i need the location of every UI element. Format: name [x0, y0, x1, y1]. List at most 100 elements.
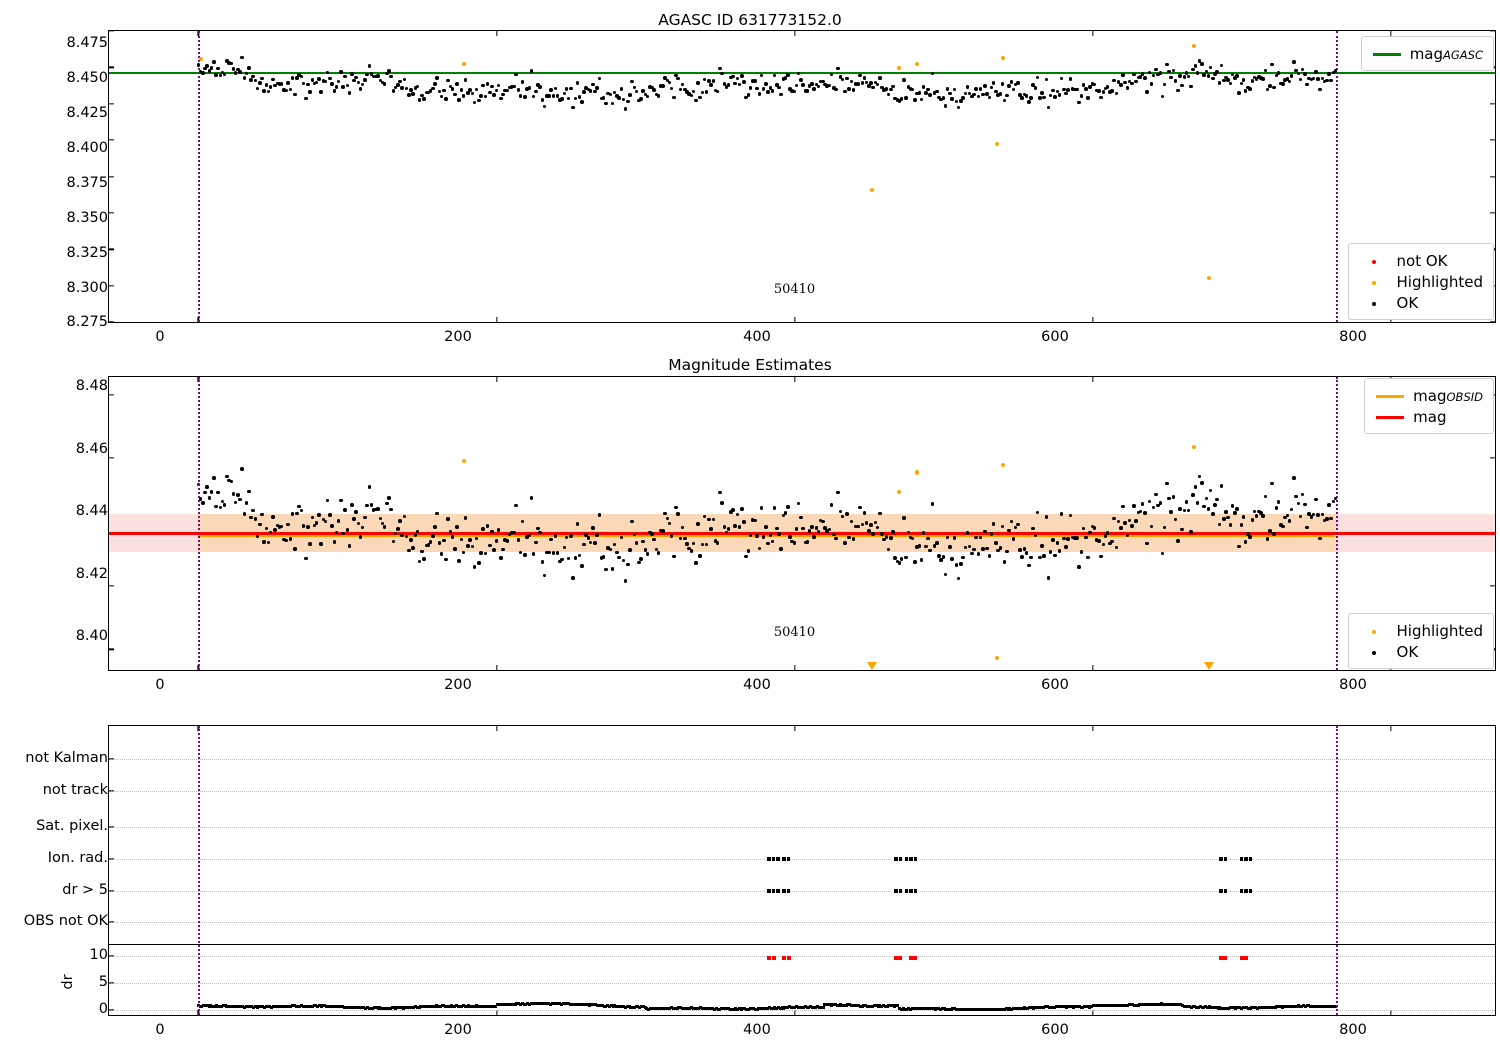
dr-trace-point: [787, 1005, 791, 1009]
scatter-point-ok: [696, 81, 700, 85]
dr-trace-point: [260, 1005, 264, 1009]
dr-trace-point: [1198, 1005, 1202, 1009]
dr-trace-point: [568, 1002, 572, 1006]
scatter-point-ok: [398, 519, 402, 523]
dr-trace-point: [328, 1005, 332, 1009]
dr-trace-point: [1052, 1005, 1056, 1009]
dr-trace-point: [454, 1004, 458, 1008]
legend-label: OK: [1396, 293, 1419, 312]
middle-legend-markers[interactable]: Highlighted OK: [1347, 613, 1494, 669]
scatter-point-ok: [520, 80, 525, 84]
dr-trace-point: [1003, 1008, 1007, 1012]
scatter-point-ok: [1237, 544, 1241, 549]
middle-legend-lines[interactable]: magOBSID mag: [1364, 378, 1494, 434]
dr-trace-point: [946, 1007, 950, 1011]
dr-trace-point: [410, 1005, 414, 1009]
dr-trace-point: [858, 1004, 862, 1008]
dr-trace-point: [293, 1004, 297, 1008]
scatter-point-ok: [282, 88, 286, 92]
scatter-point-ok: [956, 105, 961, 110]
dr-trace-point: [547, 1002, 551, 1006]
legend-item-highlighted[interactable]: Highlighted: [1357, 620, 1483, 641]
scatter-point-ok: [733, 81, 737, 86]
legend-item-ok[interactable]: OK: [1357, 292, 1483, 313]
scatter-point-ok: [1000, 82, 1005, 86]
x-tick-mark: [495, 665, 498, 670]
panel-top: AGASC ID 631773152.0 8.475 8.450 8.425 8…: [0, 0, 1500, 348]
scatter-point-ok: [886, 92, 891, 97]
scatter-point-ok: [577, 95, 582, 99]
scatter-point-ok: [428, 89, 433, 93]
dr-trace-point: [257, 1004, 261, 1008]
scatter-point-ok: [989, 532, 994, 536]
scatter-point-ok: [1311, 512, 1316, 517]
scatter-point-ok: [1261, 77, 1265, 81]
scatter-point-ok: [453, 547, 457, 551]
scatter-point-ok: [1184, 500, 1189, 504]
dr-trace-point: [800, 1005, 804, 1009]
scatter-point-ok: [983, 84, 987, 88]
dr-trace-point: [1059, 1005, 1063, 1009]
x-tick-label: 600: [1041, 1022, 1069, 1038]
scatter-point-ok: [643, 92, 648, 97]
dr-trace-point: [1097, 1003, 1101, 1007]
scatter-point-ok: [525, 535, 529, 539]
dr-trace-point: [768, 1006, 772, 1010]
dr-trace-point: [1227, 1006, 1231, 1010]
scatter-point-ok: [463, 78, 468, 82]
x-tick-mark: [495, 1010, 498, 1015]
dr-trace-point: [887, 1004, 891, 1008]
dr-trace-point: [298, 1004, 302, 1008]
scatter-point-ok: [818, 518, 823, 523]
scatter-point-ok: [1099, 554, 1103, 559]
dr-trace-point: [869, 1004, 873, 1008]
scatter-point-ok: [415, 84, 420, 89]
dr-trace-point: [712, 1007, 716, 1011]
scatter-point-ok: [1202, 73, 1206, 77]
legend-item-highlighted[interactable]: Highlighted: [1357, 271, 1483, 292]
scatter-point-ok: [680, 525, 685, 530]
legend-item-not-ok[interactable]: not OK: [1357, 250, 1483, 271]
dr-trace-point: [988, 1008, 992, 1012]
legend-item-mag-obsid[interactable]: magOBSID: [1373, 385, 1483, 406]
scatter-point-ok: [932, 544, 937, 548]
scatter-point-ok: [258, 522, 262, 527]
dr-trace-point: [360, 1006, 364, 1010]
dr-trace-point: [1072, 1005, 1076, 1009]
scatter-point-ok: [332, 89, 337, 93]
x-tick-mark: [1390, 726, 1392, 731]
legend-item-mag[interactable]: mag: [1373, 406, 1483, 427]
scatter-point-ok: [389, 74, 393, 79]
top-legend-markers[interactable]: not OK Highlighted OK: [1347, 243, 1494, 320]
legend-item-ok[interactable]: OK: [1357, 641, 1483, 662]
dr-trace-point: [737, 1007, 741, 1011]
dr-trace-point: [926, 1006, 930, 1010]
dr-trace-point: [664, 1007, 668, 1011]
dr-trace-point: [661, 1007, 665, 1011]
dr-trace-point: [444, 1004, 448, 1008]
legend-item[interactable]: magAGASC: [1370, 43, 1483, 64]
scatter-point-ok: [1042, 554, 1046, 558]
top-legend-mag-agasc[interactable]: magAGASC: [1360, 36, 1494, 71]
scatter-point-ok: [1228, 523, 1233, 527]
dr-trace-point: [645, 1007, 649, 1011]
scatter-point-ok: [943, 572, 948, 577]
line-swatch-icon: [1373, 407, 1407, 426]
scatter-point-ok: [308, 542, 312, 546]
scatter-point-ok: [1316, 513, 1320, 517]
scatter-point-ok: [1184, 71, 1189, 75]
dr-trace-point: [1309, 1005, 1313, 1009]
scatter-point-ok: [218, 73, 223, 78]
scatter-point-ok: [775, 526, 779, 531]
dr-trace-point: [841, 1003, 845, 1007]
dr-trace-point: [663, 1006, 667, 1010]
scatter-point-ok: [286, 522, 290, 527]
scatter-point-ok: [591, 82, 595, 87]
dr-trace-point: [962, 1008, 966, 1012]
scatter-point-ok: [450, 535, 455, 539]
dr-trace-point: [494, 1005, 498, 1009]
scatter-point-ok: [724, 85, 729, 89]
scatter-point-ok: [1235, 507, 1239, 511]
scatter-point-ok: [987, 95, 992, 100]
dr-trace-point: [1284, 1005, 1288, 1009]
